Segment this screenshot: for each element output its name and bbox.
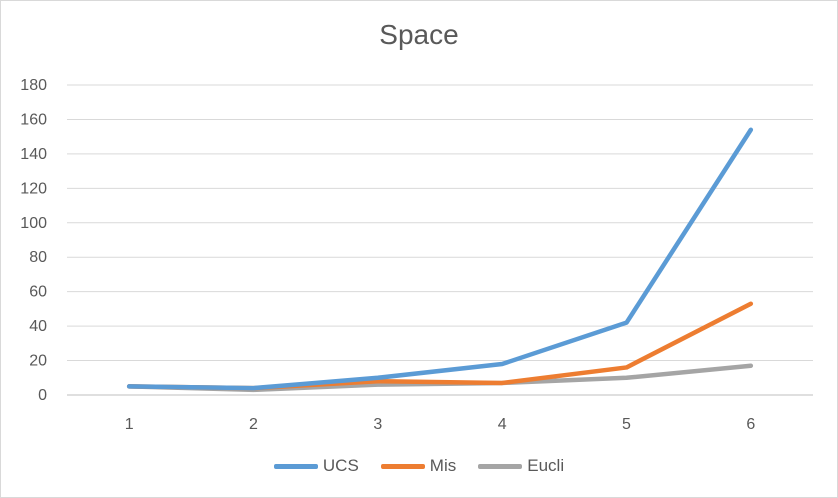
legend-swatch xyxy=(273,463,318,469)
legend: UCS Mis Eucli xyxy=(1,456,837,476)
y-tick-label: 0 xyxy=(38,387,47,404)
grid-layer xyxy=(67,84,813,396)
y-tick-labels: 0 20 40 60 80 100 120 140 160 180 xyxy=(20,77,47,404)
legend-label: Eucli xyxy=(527,456,565,475)
y-tick-label: 160 xyxy=(20,111,47,128)
legend-label: Mis xyxy=(429,456,457,475)
chart-title: Space xyxy=(379,19,459,50)
legend-item-eucli: Eucli xyxy=(478,456,564,476)
y-tick-label: 20 xyxy=(29,353,47,370)
y-tick-label: 140 xyxy=(20,146,47,163)
legend-swatch xyxy=(478,463,523,469)
y-tick-label: 100 xyxy=(20,215,47,232)
x-tick-label: 6 xyxy=(746,416,755,433)
x-tick-label: 5 xyxy=(622,416,631,433)
y-tick-label: 120 xyxy=(20,180,47,197)
series-line-ucs xyxy=(126,127,754,391)
legend-swatch xyxy=(380,463,425,469)
y-tick-label: 80 xyxy=(29,249,47,266)
series-layer xyxy=(126,127,754,393)
legend-label: UCS xyxy=(322,456,359,475)
x-tick-label: 1 xyxy=(125,416,134,433)
x-tick-labels: 1 2 3 4 5 6 xyxy=(125,416,756,433)
y-tick-label: 60 xyxy=(29,284,47,301)
x-tick-label: 2 xyxy=(249,416,258,433)
x-tick-label: 3 xyxy=(373,416,382,433)
legend-item-mis: Mis xyxy=(380,456,457,476)
x-tick-label: 4 xyxy=(498,416,507,433)
y-tick-label: 180 xyxy=(20,77,47,94)
y-tick-label: 40 xyxy=(29,318,47,335)
legend-item-ucs: UCS xyxy=(273,456,359,476)
